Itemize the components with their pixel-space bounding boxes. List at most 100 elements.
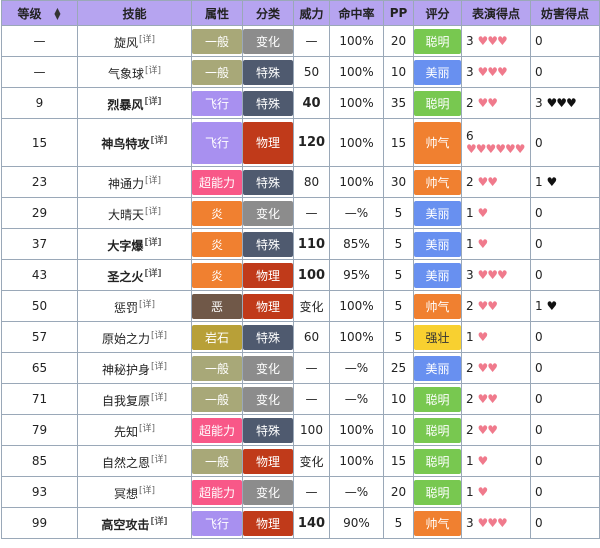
accuracy-cell: 100% (329, 445, 384, 477)
power-cell: 变化 (293, 445, 330, 477)
rating-badge: 聪明 (414, 90, 461, 116)
category-cell: 变化 (242, 476, 294, 508)
skill-name-link[interactable]: 先知 (113, 424, 138, 439)
skill-name-link[interactable]: 高空攻击 (101, 517, 150, 532)
accuracy-cell: 95% (329, 259, 384, 291)
detail-link[interactable]: [详] (144, 65, 162, 76)
skill-name-link[interactable]: 圣之火 (107, 269, 144, 284)
skill-cell: 神秘护身[详] (77, 352, 192, 384)
skill-name-link[interactable]: 神鸟特攻 (101, 137, 150, 151)
level-cell: 23 (1, 166, 78, 198)
category-cell: 变化 (242, 25, 294, 57)
detail-link[interactable]: [详] (150, 454, 168, 465)
table-row: 9 烈暴风[详] 飞行 特殊 40 100% 35 聪明 2 ♥♥ 3 ♥♥♥ (1, 87, 600, 119)
pp-cell: 5 (383, 197, 414, 229)
detail-link[interactable]: [详] (150, 136, 168, 146)
table-row: 29 大晴天[详] 炎变化 — —% 5 美丽 1 ♥ 0 (1, 197, 600, 229)
skill-name-link[interactable]: 冥想 (113, 486, 138, 501)
rating-cell: 美丽 (413, 56, 462, 88)
detail-link[interactable]: [详] (144, 206, 162, 217)
detail-link[interactable]: [详] (144, 96, 162, 107)
jam-cell: 0 (530, 25, 600, 57)
jam-cell: 0 (530, 56, 600, 88)
detail-link[interactable]: [详] (144, 175, 162, 186)
accuracy-cell: 100% (329, 118, 384, 167)
skill-name-link[interactable]: 原始之力 (101, 331, 150, 346)
accuracy-cell: 100% (329, 56, 384, 88)
skill-name-link[interactable]: 大晴天 (107, 207, 144, 222)
type-cell: 飞行 (191, 118, 243, 167)
appeal-cell: 1 ♥ (461, 445, 531, 477)
skill-name-link[interactable]: 神通力 (107, 176, 144, 191)
jam-cell: 3 ♥♥♥ (530, 87, 600, 119)
jam-score: 0 (535, 423, 543, 437)
detail-link[interactable]: [详] (150, 361, 168, 372)
detail-link[interactable]: [详] (138, 34, 156, 45)
appeal-cell: 2 ♥♥ (461, 290, 531, 322)
pp-cell: 35 (383, 87, 414, 119)
type-cell: 炎 (191, 197, 243, 229)
detail-link[interactable]: [详] (150, 330, 168, 341)
category-cell: 特殊 (242, 166, 294, 198)
jam-score: 1 (535, 299, 543, 313)
rating-badge: 美丽 (414, 262, 461, 288)
detail-link[interactable]: [详] (138, 423, 156, 434)
header-power: 威力 (293, 0, 330, 26)
rating-badge: 强壮 (414, 324, 461, 350)
level-cell: — (1, 25, 78, 57)
appeal-cell: 3 ♥♥♥ (461, 507, 531, 539)
sort-icon[interactable]: ▲ ▼ (54, 6, 61, 21)
type-cell: 超能力 (191, 476, 243, 508)
appeal-cell: 2 ♥♥ (461, 414, 531, 446)
detail-link[interactable]: [详] (144, 268, 162, 279)
appeal-score: 2 (466, 391, 474, 406)
type-cell: 飞行 (191, 507, 243, 539)
appeal-score: 2 (466, 360, 474, 375)
type-cell: 炎 (191, 228, 243, 260)
detail-link[interactable]: [详] (138, 485, 156, 496)
jam-score: 0 (535, 516, 543, 530)
rating-badge: 帅气 (414, 510, 461, 536)
detail-link[interactable]: [详] (150, 392, 168, 403)
skill-name-link[interactable]: 神秘护身 (101, 362, 150, 377)
type-cell: 超能力 (191, 166, 243, 198)
detail-link[interactable]: [详] (150, 516, 168, 527)
category-cell: 物理 (242, 290, 294, 322)
detail-link[interactable]: [详] (138, 299, 156, 310)
skill-name-link[interactable]: 烈暴风 (107, 97, 144, 112)
appeal-score: 1 (466, 205, 474, 220)
type-badge: 一般 (192, 386, 242, 412)
level-cell: 99 (1, 507, 78, 539)
skill-cell: 冥想[详] (77, 476, 192, 508)
category-cell: 特殊 (242, 56, 294, 88)
type-cell: 一般 (191, 25, 243, 57)
skill-cell: 大晴天[详] (77, 197, 192, 229)
jam-cell: 0 (530, 445, 600, 477)
level-cell: 57 (1, 321, 78, 353)
appeal-hearts-icon: ♥♥ (477, 95, 497, 110)
jam-score: 0 (535, 454, 543, 468)
accuracy-cell: 100% (329, 414, 384, 446)
skill-name-link[interactable]: 旋风 (113, 35, 138, 50)
accuracy-cell: 100% (329, 87, 384, 119)
power-cell: 100 (293, 414, 330, 446)
appeal-hearts-icon: ♥♥ (477, 360, 497, 375)
skill-name-link[interactable]: 惩罚 (113, 300, 138, 315)
table-header: 等级 ▲ ▼ 技能 属性 分类 威力 命中率 PP 评分 表演得点 妨害得点 (1, 0, 600, 26)
detail-link[interactable]: [详] (144, 237, 162, 248)
pp-cell: 30 (383, 166, 414, 198)
skill-name-link[interactable]: 大字爆 (107, 238, 144, 253)
skill-name-link[interactable]: 气象球 (107, 66, 144, 81)
appeal-cell: 2 ♥♥ (461, 352, 531, 384)
appeal-score: 3 (466, 33, 474, 48)
skill-name-link[interactable]: 自我复原 (101, 393, 150, 408)
header-level[interactable]: 等级 ▲ ▼ (1, 0, 78, 26)
appeal-score: 1 (466, 453, 474, 468)
skill-name-link[interactable]: 自然之恩 (101, 455, 150, 470)
rating-badge: 美丽 (414, 231, 461, 257)
category-badge: 变化 (243, 28, 293, 54)
category-badge: 特殊 (243, 417, 293, 443)
header-skill: 技能 (77, 0, 192, 26)
rating-badge: 聪明 (414, 479, 461, 505)
category-badge: 变化 (243, 200, 293, 226)
